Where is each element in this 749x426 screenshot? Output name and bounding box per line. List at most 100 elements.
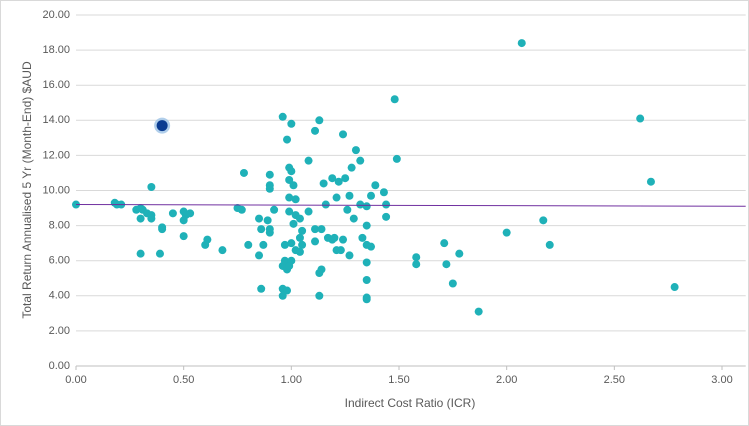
y-tick-label: 10.00 [42, 184, 70, 196]
point [201, 240, 210, 249]
y-tick-label: 12.00 [42, 149, 70, 161]
point [289, 219, 298, 228]
point [285, 193, 294, 202]
point [218, 246, 227, 255]
x-tick-label: 2.00 [496, 374, 517, 386]
point [287, 119, 296, 128]
point [304, 156, 313, 165]
point [156, 120, 168, 132]
point [502, 228, 511, 237]
y-tick-label: 2.00 [49, 325, 70, 337]
point [285, 207, 294, 216]
point [336, 246, 345, 255]
point [295, 214, 304, 223]
y-tick-label: 8.00 [49, 220, 70, 232]
y-tick-label: 16.00 [42, 79, 70, 91]
point [244, 240, 253, 249]
point [136, 214, 145, 223]
point [265, 170, 274, 179]
point [412, 260, 421, 269]
point [367, 191, 376, 200]
point [289, 181, 298, 190]
point [317, 265, 326, 274]
point [448, 279, 457, 288]
point [442, 260, 451, 269]
point [356, 200, 365, 209]
point [440, 239, 449, 248]
point [285, 261, 294, 270]
point [317, 225, 326, 234]
point [239, 168, 248, 177]
point [345, 191, 354, 200]
point [295, 233, 304, 242]
point [315, 116, 324, 125]
point [255, 251, 264, 260]
point [362, 258, 371, 267]
point [349, 214, 358, 223]
point [311, 237, 320, 246]
point [670, 283, 679, 292]
x-tick-label: 0.50 [173, 374, 194, 386]
point [168, 209, 177, 218]
point [379, 188, 388, 197]
point [311, 126, 320, 135]
point [311, 225, 320, 234]
x-tick-label: 2.50 [604, 374, 625, 386]
point [362, 202, 371, 211]
point [347, 163, 356, 172]
point [382, 200, 391, 209]
point [291, 195, 300, 204]
point [334, 177, 343, 186]
point [371, 181, 380, 190]
point [263, 216, 272, 225]
point [339, 130, 348, 139]
point [362, 276, 371, 285]
y-tick-label: 0.00 [49, 360, 70, 372]
point [474, 307, 483, 316]
point [455, 249, 464, 258]
point [259, 240, 268, 249]
point [319, 179, 328, 188]
x-axis-title: Indirect Cost Ratio (ICR) [345, 396, 476, 410]
point [155, 249, 164, 258]
point [283, 135, 292, 144]
y-tick-label: 4.00 [49, 290, 70, 302]
point [646, 177, 655, 186]
point [287, 167, 296, 176]
point [158, 225, 167, 234]
point [390, 95, 399, 104]
point [339, 235, 348, 244]
point [382, 212, 391, 221]
point [367, 242, 376, 251]
point [265, 184, 274, 193]
point [298, 240, 307, 249]
point [351, 146, 360, 155]
x-tick-label: 3.00 [711, 374, 732, 386]
point [328, 174, 337, 183]
point [636, 114, 645, 123]
x-tick-label: 0.00 [65, 374, 86, 386]
point [392, 154, 401, 163]
point [315, 291, 324, 300]
point [345, 251, 354, 260]
x-tick-label: 1.50 [388, 374, 409, 386]
point [136, 249, 145, 258]
point [343, 205, 352, 214]
point [278, 112, 287, 121]
y-tick-label: 20.00 [42, 9, 70, 21]
point [280, 240, 289, 249]
trend-line [75, 204, 746, 207]
point [147, 214, 156, 223]
point [517, 39, 526, 48]
y-tick-label: 18.00 [42, 44, 70, 56]
point [412, 253, 421, 262]
x-tick-label: 1.00 [281, 374, 302, 386]
point [298, 226, 307, 235]
y-tick-label: 6.00 [49, 255, 70, 267]
point [179, 216, 188, 225]
point [332, 193, 341, 202]
point [255, 214, 264, 223]
